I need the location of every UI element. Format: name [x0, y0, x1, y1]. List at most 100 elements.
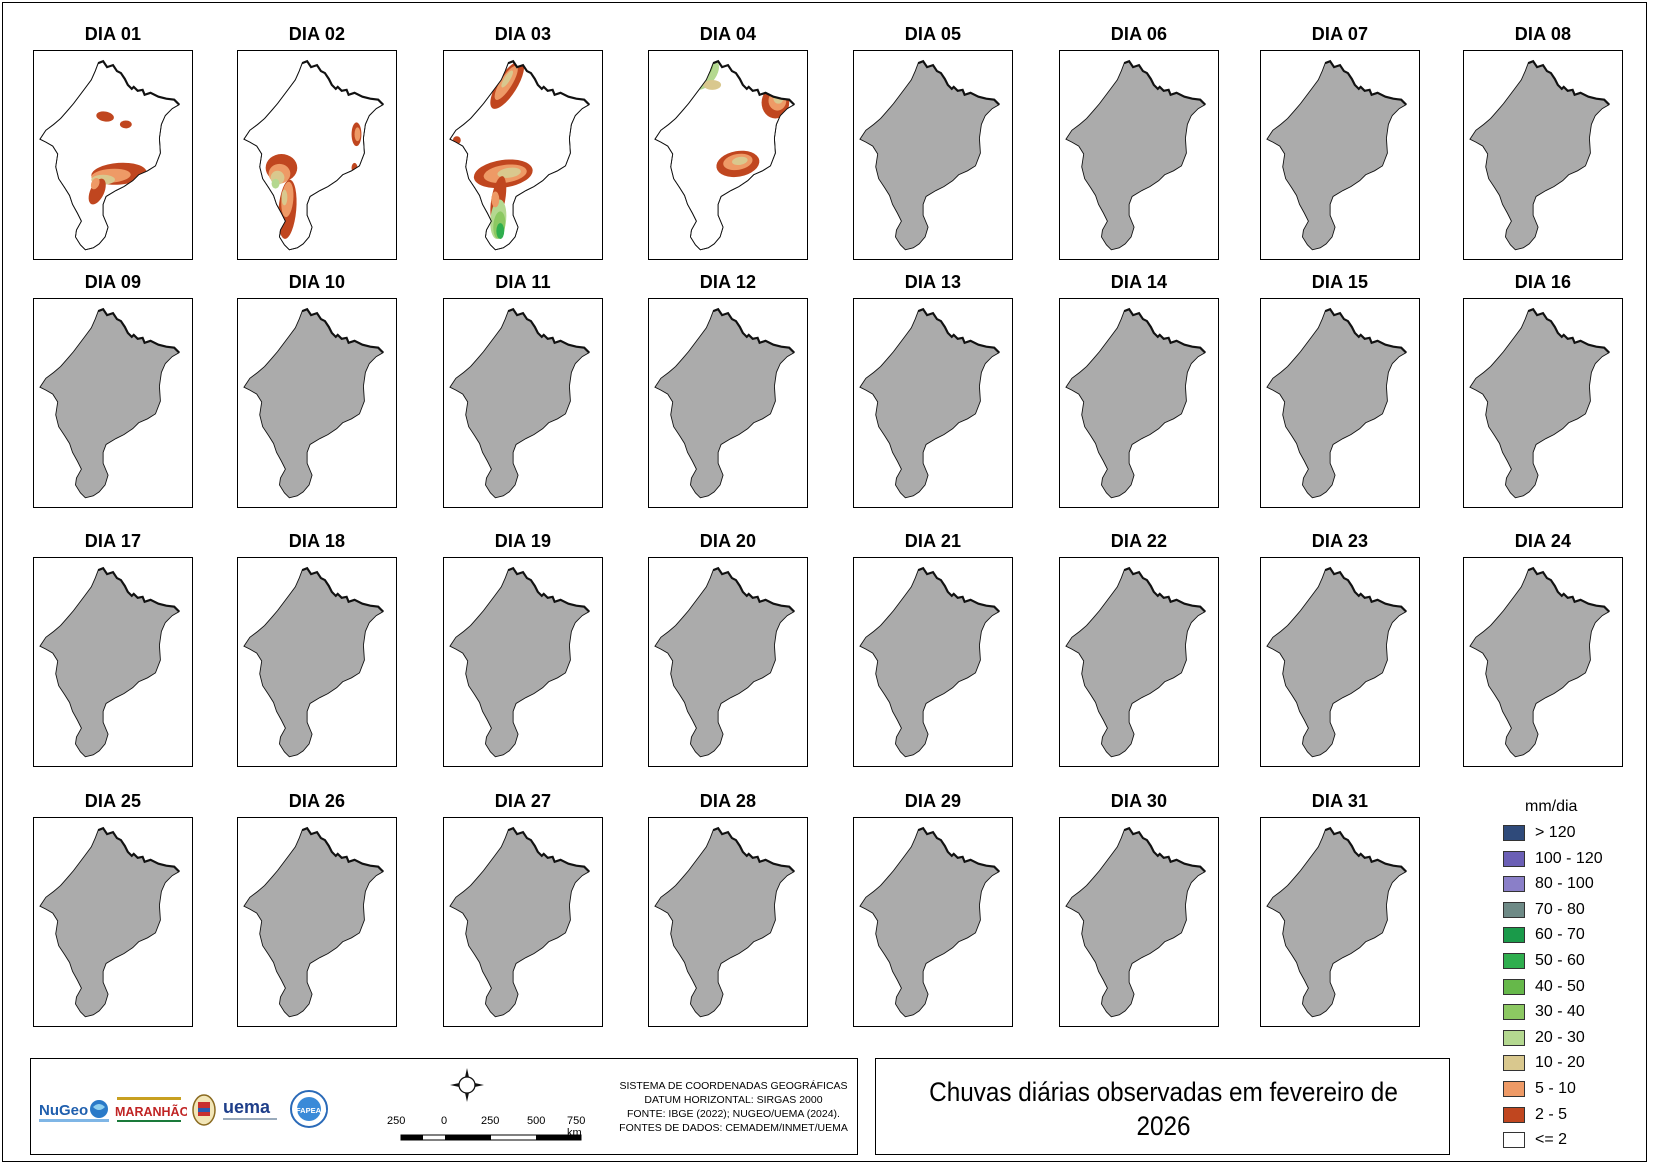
- state-map-no-data: [654, 826, 795, 1018]
- credits-box: NuGeo MARANHÃO uema FAPEAD: [30, 1058, 858, 1155]
- legend-label: 10 - 20: [1535, 1054, 1585, 1072]
- coordinate-system-notes: SISTEMA DE COORDENADAS GEOGRÁFICAS DATUM…: [611, 1079, 856, 1135]
- state-map-no-data: [39, 566, 180, 758]
- day-map: [648, 50, 808, 260]
- day-map: [443, 557, 603, 767]
- state-map-no-data: [859, 826, 1000, 1018]
- legend-item: 70 - 80: [1503, 901, 1623, 919]
- day-map: [853, 50, 1013, 260]
- day-panel: DIA 10: [237, 272, 397, 516]
- legend-swatch: [1503, 1106, 1525, 1123]
- day-map: [1059, 817, 1219, 1027]
- day-map: [1059, 557, 1219, 767]
- day-label: DIA 29: [904, 791, 962, 811]
- day-label: DIA 18: [288, 531, 346, 551]
- scale-label-250: 250: [481, 1115, 500, 1127]
- legend-swatch: [1503, 927, 1525, 944]
- day-label: DIA 15: [1311, 272, 1369, 292]
- day-map: [853, 298, 1013, 508]
- day-panel: DIA 08: [1463, 24, 1623, 268]
- day-map: [1463, 50, 1623, 260]
- day-map: [648, 557, 808, 767]
- day-panel: DIA 05: [853, 24, 1013, 268]
- day-panel: DIA 06: [1059, 24, 1219, 268]
- state-map-no-data: [859, 566, 1000, 758]
- legend-label: 30 - 40: [1535, 1003, 1585, 1021]
- scale-label-750km: 750 km: [567, 1115, 586, 1139]
- legend-label: 100 - 120: [1535, 849, 1603, 867]
- day-panel: DIA 07: [1260, 24, 1420, 268]
- state-map-no-data: [243, 566, 384, 758]
- state-map-rainfall: [654, 59, 795, 251]
- state-map-no-data: [1469, 566, 1610, 758]
- uema-logo: uema: [221, 1093, 283, 1127]
- day-panel: DIA 20: [648, 531, 808, 775]
- legend-swatch: [1503, 850, 1525, 867]
- day-map: [1260, 298, 1420, 508]
- state-map-no-data: [449, 566, 590, 758]
- day-label: DIA 31: [1311, 791, 1369, 811]
- day-label: DIA 16: [1514, 272, 1572, 292]
- day-label: DIA 11: [495, 272, 551, 292]
- day-label: DIA 14: [1110, 272, 1168, 292]
- state-map-no-data: [859, 307, 1000, 499]
- state-map-no-data: [1469, 59, 1610, 251]
- day-panel: DIA 09: [33, 272, 193, 516]
- legend-swatch: [1503, 825, 1525, 841]
- day-panel: DIA 22: [1059, 531, 1219, 775]
- day-panel: DIA 23: [1260, 531, 1420, 775]
- legend-item: 2 - 5: [1503, 1106, 1623, 1124]
- legend-label: <= 2: [1535, 1131, 1568, 1149]
- legend-item: 60 - 70: [1503, 926, 1623, 944]
- state-map-rainfall: [39, 59, 180, 251]
- day-panel: DIA 26: [237, 791, 397, 1035]
- day-label: DIA 20: [699, 531, 757, 551]
- state-map-no-data: [1266, 307, 1407, 499]
- day-map: [237, 298, 397, 508]
- crs-line: FONTES DE DADOS: CEMADEM/INMET/UEMA: [619, 1122, 848, 1134]
- legend-swatch: [1503, 1055, 1525, 1072]
- legend-item: 100 - 120: [1503, 850, 1623, 868]
- day-map: [237, 557, 397, 767]
- day-panel: DIA 31: [1260, 791, 1420, 1035]
- day-panel: DIA 19: [443, 531, 603, 775]
- day-map: [1260, 817, 1420, 1027]
- day-map: [237, 50, 397, 260]
- state-map-no-data: [449, 826, 590, 1018]
- day-map: [237, 817, 397, 1027]
- day-map: [1463, 298, 1623, 508]
- day-label: DIA 06: [1110, 24, 1168, 44]
- legend-swatch: [1503, 901, 1525, 918]
- day-map: [1260, 50, 1420, 260]
- day-map: [1059, 298, 1219, 508]
- day-label: DIA 05: [904, 24, 962, 44]
- legend-label: 20 - 30: [1535, 1028, 1585, 1046]
- state-map-no-data: [1469, 307, 1610, 499]
- day-map: [33, 298, 193, 508]
- fapead-logo: FAPEAD: [289, 1089, 329, 1129]
- legend-swatch: [1503, 1004, 1525, 1021]
- state-map-no-data: [39, 826, 180, 1018]
- legend-item: 50 - 60: [1503, 952, 1623, 970]
- nugeo-logo-text: NuGeo: [39, 1102, 88, 1119]
- day-map: [853, 557, 1013, 767]
- day-label: DIA 01: [84, 24, 142, 44]
- legend-item: 20 - 30: [1503, 1029, 1623, 1047]
- day-map: [853, 817, 1013, 1027]
- state-map-no-data: [449, 307, 590, 499]
- day-panel: DIA 21: [853, 531, 1013, 775]
- legend-label: > 120: [1535, 824, 1576, 841]
- state-map-rainfall: [449, 59, 590, 251]
- legend-swatch: [1503, 1132, 1525, 1149]
- state-map-no-data: [654, 566, 795, 758]
- day-label: DIA 12: [699, 272, 757, 292]
- day-map: [1059, 50, 1219, 260]
- crs-line: SISTEMA DE COORDENADAS GEOGRÁFICAS: [619, 1080, 848, 1092]
- day-panel: DIA 25: [33, 791, 193, 1035]
- day-label: DIA 17: [84, 531, 142, 551]
- day-label: DIA 02: [288, 24, 346, 44]
- legend-label: 2 - 5: [1535, 1105, 1568, 1123]
- day-label: DIA 07: [1311, 24, 1369, 44]
- legend-swatch: [1503, 1081, 1525, 1097]
